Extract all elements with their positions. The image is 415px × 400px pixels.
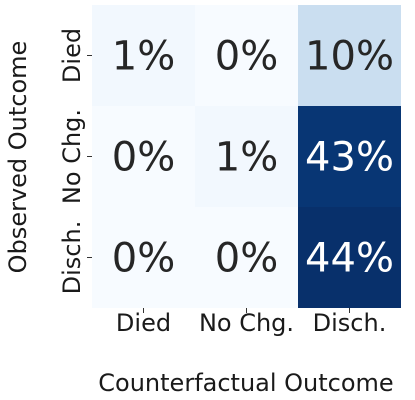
cell-value-label-died-disch: 10% [305,34,394,80]
axis-ticks [87,55,350,313]
cell-value-label-no-chg-no-chg: 1% [215,135,278,181]
x-tick-label-disch: Disch. [313,309,387,337]
heatmap-cell-disch-disch [298,207,401,308]
cell-value-label-died-died: 1% [112,34,175,80]
heatmap-cell-died-disch [298,5,401,106]
y-axis-title: Observed Outcome [4,41,32,274]
heatmap-cell-disch-no-chg [195,207,298,308]
y-tick-label-disch: Disch. [58,221,86,295]
heatmap-cell-disch-died [92,207,195,308]
x-tick-label-died: Died [116,309,171,337]
heatmap-cells [92,5,401,308]
cell-value-label-disch-disch: 44% [305,236,394,282]
cell-value-label-no-chg-disch: 43% [305,135,394,181]
cell-value-label-died-no-chg: 0% [215,34,278,80]
heatmap-cell-died-died [92,5,195,106]
y-tick-label-died: Died [58,28,86,83]
cell-value-label-no-chg-died: 0% [112,135,175,181]
heatmap-cell-no-chg-no-chg [195,106,298,207]
x-tick-label-no-chg: No Chg. [199,309,294,337]
y-tick-label-no-chg: No Chg. [58,109,86,204]
x-axis-title: Counterfactual Outcome [98,369,393,397]
axis-tick-labels: Died No Chg. Disch. Died No Chg. Disch. [58,28,386,337]
heatmap-cell-no-chg-died [92,106,195,207]
heatmap-value-labels: 1% 0% 10% 0% 1% 43% 0% 0% 44% [112,34,394,282]
heatmap-cell-died-no-chg [195,5,298,106]
cell-value-label-disch-died: 0% [112,236,175,282]
cell-value-label-disch-no-chg: 0% [215,236,278,282]
heatmap-cell-no-chg-disch [298,106,401,207]
